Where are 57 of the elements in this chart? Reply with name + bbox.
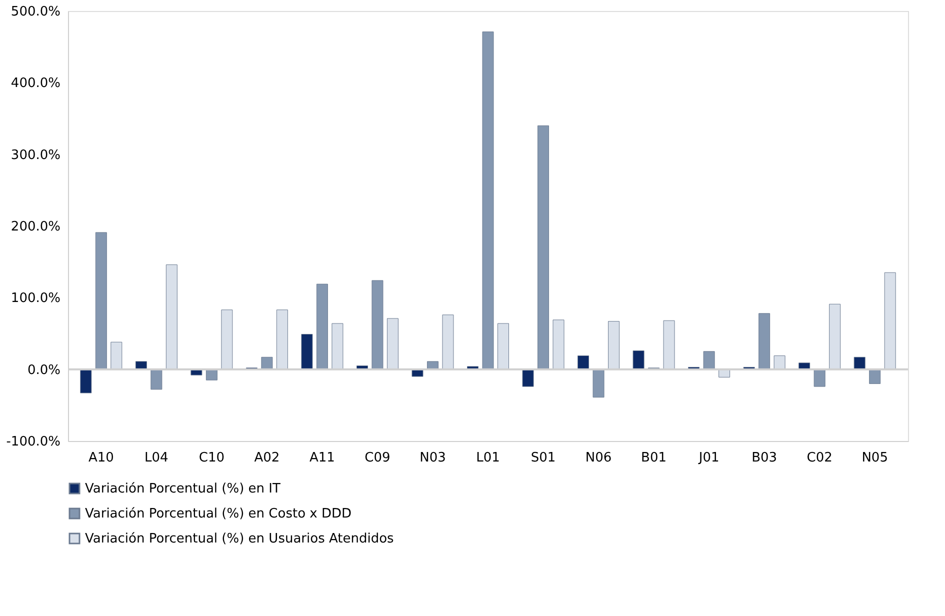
bar bbox=[522, 369, 534, 387]
bar bbox=[854, 356, 866, 370]
x-tick-label: N06 bbox=[585, 450, 612, 466]
legend-label: Variación Porcentual (%) en IT bbox=[85, 482, 281, 496]
y-tick-label: 300.0% bbox=[10, 148, 60, 163]
x-tick-label: N03 bbox=[420, 450, 446, 466]
bar bbox=[884, 272, 896, 370]
bar bbox=[592, 369, 604, 398]
bar bbox=[276, 310, 288, 370]
x-tick-label: A11 bbox=[309, 450, 335, 466]
bar bbox=[372, 280, 384, 370]
y-tick-label: 100.0% bbox=[10, 291, 60, 306]
y-tick-label: 400.0% bbox=[10, 76, 60, 92]
x-tick-label: B03 bbox=[752, 450, 778, 466]
bar bbox=[80, 369, 92, 394]
bar bbox=[578, 355, 590, 370]
bar bbox=[608, 321, 620, 370]
y-tick-label: 0.0% bbox=[27, 362, 60, 378]
x-tick-label: C09 bbox=[364, 450, 390, 466]
bar bbox=[869, 369, 881, 384]
bar bbox=[261, 356, 273, 370]
bar bbox=[316, 284, 328, 370]
x-tick-label: A10 bbox=[88, 450, 114, 466]
x-tick-label: S01 bbox=[530, 450, 556, 466]
bar bbox=[758, 313, 770, 370]
bar bbox=[538, 125, 550, 370]
y-tick-label: 200.0% bbox=[10, 220, 60, 234]
bar bbox=[442, 314, 454, 370]
legend-label: Variación Porcentual (%) en Usuarios Atendidos bbox=[85, 532, 394, 546]
bar bbox=[95, 232, 107, 370]
bar bbox=[829, 304, 841, 370]
x-tick-label: J01 bbox=[698, 450, 720, 466]
bar bbox=[663, 320, 675, 370]
x-tick-label: B01 bbox=[641, 450, 667, 466]
legend-label: Variación Porcentual (%) en Costo x DDD bbox=[85, 506, 352, 522]
x-tick-label: C02 bbox=[806, 450, 832, 466]
bar bbox=[552, 320, 564, 370]
x-tick-label: C10 bbox=[198, 450, 224, 466]
bar bbox=[221, 310, 233, 370]
bar bbox=[482, 32, 494, 370]
bar bbox=[301, 334, 313, 370]
bar bbox=[814, 369, 826, 387]
bar bbox=[386, 318, 398, 370]
bar bbox=[332, 323, 344, 370]
x-tick-label: L04 bbox=[144, 450, 168, 466]
bar bbox=[497, 323, 509, 370]
y-tick-label: -100.0% bbox=[6, 434, 60, 450]
x-tick-label: L01 bbox=[476, 450, 500, 466]
bar bbox=[703, 351, 715, 370]
y-tick-label: 500.0% bbox=[10, 4, 60, 20]
x-tick-label: A02 bbox=[254, 450, 280, 466]
bar bbox=[166, 264, 178, 370]
x-tick-label: N05 bbox=[862, 450, 888, 466]
bar bbox=[110, 342, 122, 370]
bar bbox=[774, 355, 786, 370]
bar bbox=[632, 350, 644, 370]
bar bbox=[150, 369, 162, 390]
